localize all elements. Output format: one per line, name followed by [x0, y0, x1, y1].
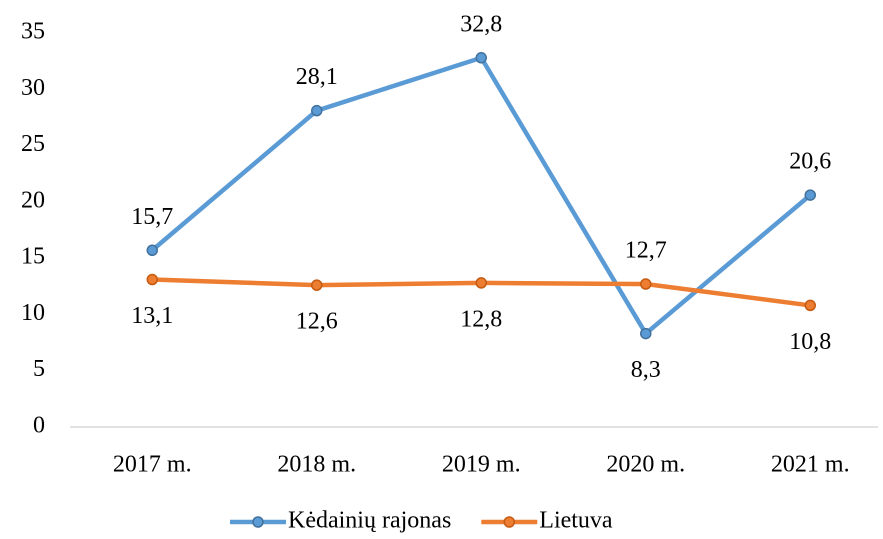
y-tick-label: 5: [33, 356, 45, 382]
data-label: 13,1: [131, 303, 173, 329]
y-tick-label: 15: [21, 244, 45, 270]
legend-marker: [503, 516, 516, 528]
data-label: 12,8: [460, 306, 502, 332]
x-tick-label: 2019 m.: [442, 452, 521, 478]
y-tick-label: 30: [21, 75, 45, 101]
y-tick-label: 20: [21, 187, 45, 213]
data-label: 12,6: [296, 309, 338, 335]
y-tick-label: 0: [33, 413, 45, 439]
data-label: 15,7: [131, 204, 173, 230]
data-label: 20,6: [789, 149, 831, 175]
x-tick-label: 2018 m.: [277, 452, 356, 478]
legend-label: Lietuva: [539, 508, 613, 534]
marker: [640, 327, 652, 340]
y-tick-label: 10: [21, 300, 45, 326]
legend-marker: [252, 516, 264, 528]
y-tick-label: 35: [21, 19, 45, 45]
x-tick-label: 2017 m.: [113, 452, 192, 478]
marker: [640, 278, 652, 290]
legend-label: Kėdainių rajonas: [288, 508, 451, 534]
data-label: 32,8: [460, 11, 502, 37]
marker: [804, 189, 816, 201]
data-label: 28,1: [296, 64, 338, 90]
data-label: 8,3: [631, 357, 661, 383]
marker: [311, 104, 323, 117]
marker: [311, 279, 323, 291]
marker: [146, 244, 158, 257]
marker: [146, 273, 158, 286]
x-tick-label: 2020 m.: [606, 452, 685, 478]
marker: [475, 277, 487, 289]
x-tick-label: 2021 m.: [771, 452, 850, 478]
marker: [804, 299, 816, 312]
data-label: 10,8: [789, 329, 831, 355]
data-label: 12,7: [625, 238, 667, 264]
y-tick-label: 25: [21, 131, 45, 157]
marker: [475, 52, 487, 64]
